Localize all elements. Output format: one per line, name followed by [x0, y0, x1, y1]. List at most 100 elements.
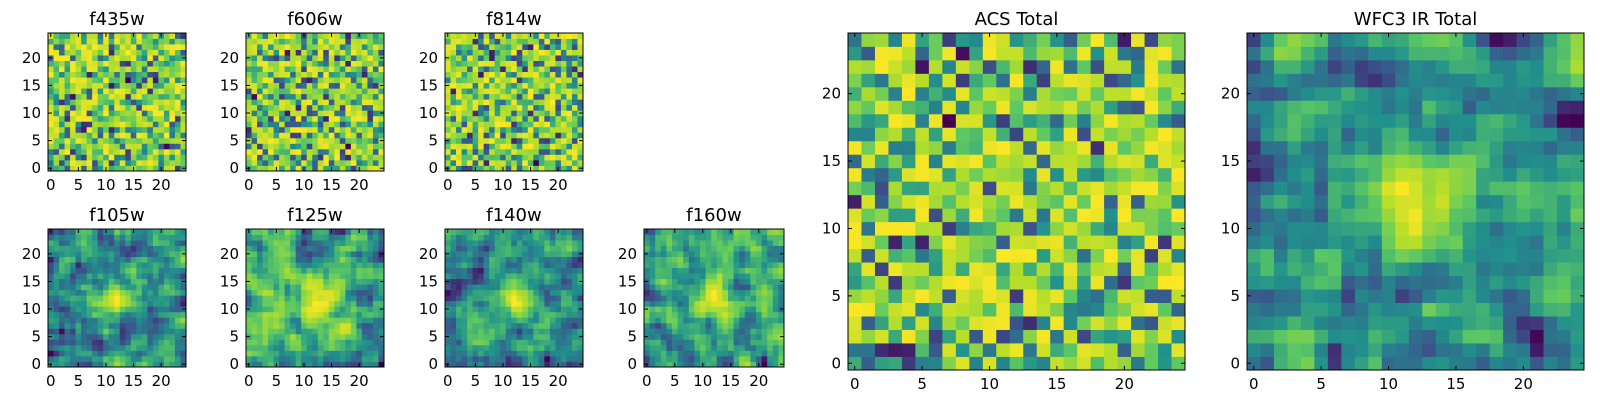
heatmap-cell — [655, 350, 662, 357]
heatmap-cell — [655, 328, 662, 335]
heatmap-cell — [1077, 316, 1092, 330]
heatmap-cell — [273, 311, 280, 318]
axes-frame — [444, 228, 584, 368]
heatmap-cell — [478, 344, 485, 351]
heatmap-cell — [361, 38, 368, 45]
heatmap-cell — [136, 44, 143, 50]
heatmap-cell — [494, 234, 501, 241]
heatmap-cell — [108, 245, 115, 252]
heatmap-cell — [125, 322, 132, 329]
heatmap-cell — [64, 333, 71, 340]
heatmap-cell — [566, 38, 573, 45]
heatmap-cell — [577, 148, 584, 155]
heatmap-cell — [345, 328, 352, 335]
heatmap-cell — [119, 115, 126, 122]
heatmap-cell — [700, 339, 706, 346]
heatmap-cell — [739, 339, 746, 346]
heatmap-cell — [97, 256, 104, 263]
heatmap-cell — [728, 240, 734, 246]
heatmap-cell — [722, 322, 729, 329]
heatmap-cell — [59, 251, 65, 257]
heatmap-cell — [130, 126, 137, 133]
heatmap-cell — [81, 262, 88, 269]
heatmap-cell — [901, 235, 916, 250]
heatmap-cell — [53, 88, 60, 95]
heatmap-cell — [644, 273, 650, 280]
heatmap-cell — [279, 121, 286, 128]
heatmap-cell — [53, 245, 60, 252]
heatmap-cell — [356, 38, 363, 45]
heatmap-cell — [467, 165, 473, 172]
heatmap-cell — [75, 262, 82, 269]
heatmap-cell — [306, 33, 313, 39]
heatmap-cell — [761, 317, 768, 324]
heatmap-cell — [445, 121, 451, 128]
heatmap-cell — [295, 132, 302, 139]
heatmap-cell — [566, 306, 573, 313]
heatmap-cell — [103, 66, 110, 73]
heatmap-cell — [1023, 208, 1038, 223]
heatmap-cell — [92, 350, 99, 357]
heatmap-cell — [555, 110, 562, 117]
heatmap-cell — [511, 229, 518, 235]
heatmap-cell — [516, 154, 523, 161]
heatmap-cell — [456, 99, 462, 106]
heatmap-cell — [119, 137, 126, 144]
heatmap-cell — [516, 165, 523, 172]
heatmap-cell — [163, 93, 170, 100]
heatmap-cell — [566, 284, 573, 291]
heatmap-cell — [1009, 167, 1024, 182]
heatmap-cell — [915, 289, 930, 303]
heatmap-cell — [527, 267, 534, 274]
heatmap-cell — [356, 245, 363, 252]
heatmap-cell — [169, 328, 176, 335]
heatmap-cell — [372, 121, 379, 128]
heatmap-cell — [666, 355, 673, 362]
heatmap-cell — [577, 104, 584, 111]
heatmap-cell — [522, 234, 529, 241]
heatmap-cell — [306, 148, 313, 155]
heatmap-cell — [1050, 208, 1065, 223]
x-tick-label: 0 — [443, 176, 453, 194]
heatmap-cell — [577, 300, 584, 307]
heatmap-cell — [312, 300, 319, 307]
heatmap-cell — [180, 33, 187, 39]
heatmap-cell — [500, 126, 507, 133]
heatmap-cell — [339, 93, 346, 100]
heatmap-cell — [483, 350, 490, 357]
heatmap-cell — [1023, 167, 1038, 182]
heatmap-cell — [505, 99, 512, 106]
heatmap-cell — [86, 99, 93, 106]
heatmap-cell — [996, 248, 1011, 263]
heatmap-cell — [494, 165, 501, 172]
heatmap-cell — [339, 38, 346, 45]
heatmap-cell — [350, 55, 357, 61]
heatmap-cell — [92, 295, 99, 302]
heatmap-cell — [75, 355, 82, 362]
heatmap-cell — [103, 344, 110, 351]
heatmap-cell — [456, 121, 462, 128]
x-tick-label: 0 — [46, 176, 56, 194]
heatmap-cell — [163, 300, 170, 307]
y-tick-label: 15 — [220, 272, 239, 290]
heatmap-cell — [334, 77, 341, 84]
heatmap-cell — [467, 148, 473, 155]
heatmap-cell — [566, 262, 573, 269]
heatmap-cell — [152, 284, 159, 291]
heatmap-cell — [1104, 235, 1118, 250]
heatmap-cell — [136, 66, 143, 73]
heatmap-cell — [677, 284, 684, 291]
heatmap-cell — [478, 350, 485, 357]
heatmap-cell — [103, 159, 110, 166]
heatmap-cell — [1090, 208, 1105, 223]
heatmap-cell — [450, 49, 457, 56]
heatmap-cell — [750, 295, 757, 302]
heatmap-cell — [672, 328, 678, 335]
heatmap-cell — [295, 289, 302, 296]
heatmap-cell — [1117, 343, 1132, 357]
heatmap-cell — [1171, 167, 1186, 182]
heatmap-cell — [158, 322, 165, 329]
heatmap-cell — [445, 115, 451, 122]
heatmap-cell — [251, 234, 258, 241]
heatmap-cell — [306, 344, 313, 351]
